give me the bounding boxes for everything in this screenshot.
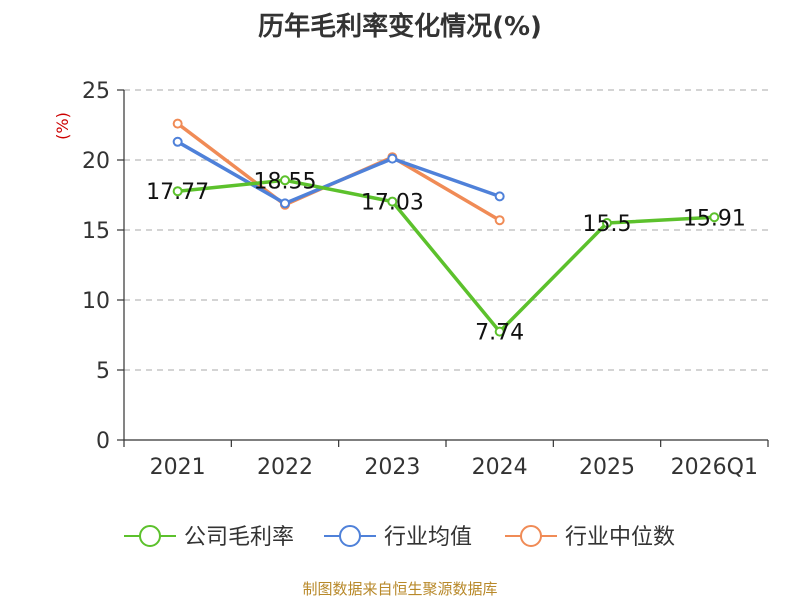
data-point [280,198,290,209]
data-point [387,196,398,207]
source-note: 制图数据来自恒生聚源数据库 [302,580,498,598]
legend-marker [339,525,361,547]
data-point [387,153,398,164]
data-label: 17.77 [146,180,209,205]
series-line [176,122,501,222]
data-point [172,118,183,129]
x-tick-label: 2023 [364,455,420,480]
x-tick-label: 2021 [150,455,206,480]
data-point [602,218,612,228]
legend-marker [520,525,542,547]
legend: 公司毛利率 行业均值 行业中位数 [124,525,675,550]
legend-label: 行业均值 [384,525,472,550]
y-tick-label: 25 [82,79,110,104]
x-tick-label: 2025 [579,455,635,480]
data-label: 15.5 [583,212,632,237]
data-labels: 17.77 18.55 17.03 7.74 15.5 15.91 [146,169,746,345]
data-point [709,212,720,223]
y-axis-label: (%) [53,112,72,140]
x-tick-label: 2024 [472,455,528,480]
data-point [494,215,505,226]
x-tick-label: 2026Q1 [671,455,758,480]
data-label: 17.03 [361,191,424,216]
y-tick-label: 15 [82,219,110,244]
legend-marker [139,525,161,547]
y-tick-label: 10 [82,289,110,314]
gridlines [124,89,768,371]
chart-title: 历年毛利率变化情况(%) [258,12,542,42]
y-tick-label: 20 [82,149,110,174]
y-tick-label: 0 [96,429,110,454]
series-lines [172,118,720,337]
data-label: 15.91 [683,206,746,231]
series-line [177,178,715,334]
data-point [280,175,290,186]
data-label: 18.55 [254,169,317,194]
data-point [494,326,505,337]
y-tick-label: 5 [96,359,110,384]
data-point [172,136,183,147]
series-line [176,140,501,206]
legend-label: 公司毛利率 [184,525,294,550]
data-point [172,186,183,197]
data-label: 7.74 [475,321,524,346]
data-point [494,191,505,202]
x-tick-label: 2022 [257,455,313,480]
legend-label: 行业中位数 [565,525,675,550]
